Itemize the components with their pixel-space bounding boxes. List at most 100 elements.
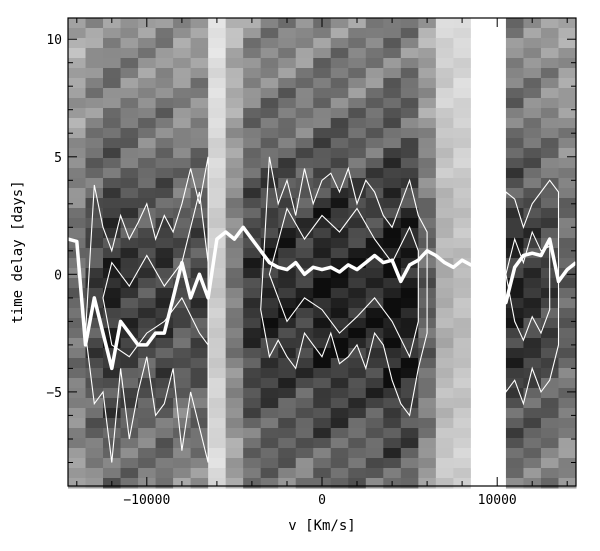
heatmap-cell [330,398,349,409]
heatmap-cell [260,138,279,149]
heatmap-cell [68,148,87,159]
heatmap-cell [190,458,209,469]
heatmap-cell [540,68,559,79]
heatmap-cell [313,138,332,149]
heatmap-cell [453,268,472,279]
heatmap-cell [278,388,297,399]
heatmap-cell [243,68,262,79]
heatmap-cell [523,418,542,429]
heatmap-cell [313,228,332,239]
heatmap-cell [68,168,87,179]
heatmap-cell [540,28,559,39]
heatmap-cell [348,238,367,249]
centroid-line [67,225,578,371]
heatmap-cell [505,188,524,199]
heatmap-cell [313,308,332,319]
heatmap-cell [85,198,104,209]
heatmap-cell [208,18,227,29]
heatmap-cell [313,428,332,439]
heatmap-cell [85,188,104,199]
heatmap-cell [243,368,262,379]
heatmap-cell [400,378,419,389]
heatmap-cell [365,148,384,159]
heatmap-cell [365,478,384,489]
heatmap-cell [138,308,157,319]
heatmap-cell [85,408,104,419]
heatmap-cell [173,468,192,479]
heatmap-cell [330,458,349,469]
heatmap-cell [453,88,472,99]
heatmap-cell [348,388,367,399]
heatmap-cell [120,28,139,39]
heatmap-cell [225,268,244,279]
heatmap-cell [453,158,472,169]
heatmap-cell [505,168,524,179]
heatmap-cell [313,348,332,359]
heatmap-cell [295,448,314,459]
heatmap-cell [313,238,332,249]
heatmap-cell [225,288,244,299]
heatmap-cell [558,248,577,259]
heatmap-cell [470,238,489,249]
heatmap-cell [260,168,279,179]
heatmap-cell [173,88,192,99]
heatmap-cell [540,318,559,329]
heatmap-cell [470,18,489,29]
heatmap-cell [558,48,577,59]
heatmap-cell [453,408,472,419]
heatmap-cell [155,148,174,159]
heatmap-cell [225,398,244,409]
heatmap-cell [400,208,419,219]
heatmap-cell [313,198,332,209]
heatmap-cell [138,468,157,479]
heatmap-cell [138,428,157,439]
heatmap-cell [348,368,367,379]
heatmap-cell [155,28,174,39]
heatmap-cell [558,68,577,79]
heatmap-cell [173,428,192,439]
heatmap-cell [173,408,192,419]
heatmap-cell [155,238,174,249]
heatmap-cell [453,328,472,339]
heatmap-cell [523,438,542,449]
heatmap-cell [330,228,349,239]
heatmap-cell [330,168,349,179]
heatmap-cell [68,188,87,199]
heatmap-cell [103,188,122,199]
heatmap-cell [348,318,367,329]
heatmap-cell [348,188,367,199]
heatmap-cell [85,448,104,459]
heatmap-cell [243,418,262,429]
heatmap-cell [103,48,122,59]
heatmap-cell [400,368,419,379]
heatmap-cell [330,408,349,419]
heatmap-cell [225,378,244,389]
heatmap-cell [138,108,157,119]
heatmap-cell [85,368,104,379]
heatmap-cell [383,178,402,189]
heatmap-cell [260,368,279,379]
heatmap-cell [523,38,542,49]
heatmap-cell [225,118,244,129]
x-tick-label: 10000 [478,493,517,508]
heatmap-cell [505,418,524,429]
heatmap-cell [558,448,577,459]
heatmap-cell [505,288,524,299]
heatmap-cell [383,68,402,79]
heatmap-cell [330,418,349,429]
heatmap-cell [138,348,157,359]
heatmap-cell [68,358,87,369]
heatmap-cell [155,458,174,469]
heatmap-cell [540,218,559,229]
heatmap-cell [85,178,104,189]
heatmap-cell [208,218,227,229]
heatmap-cell [523,398,542,409]
heatmap-cell [540,378,559,389]
heatmap-cell [278,318,297,329]
heatmap-cell [400,28,419,39]
heatmap-cell [138,48,157,59]
heatmap-cell [383,158,402,169]
heatmap-cell [243,458,262,469]
heatmap-cell [243,198,262,209]
heatmap-cell [173,378,192,389]
